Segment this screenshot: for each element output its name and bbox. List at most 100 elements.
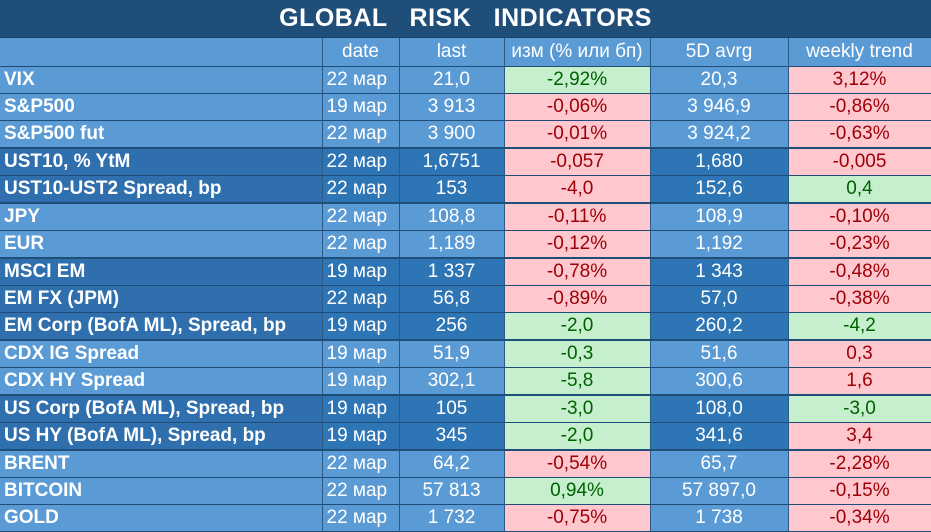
- last-value-cell[interactable]: 3 900: [399, 120, 505, 149]
- indicator-name-cell[interactable]: US Corp (BofA ML), Spread, bp: [0, 395, 323, 423]
- change-cell[interactable]: -3,0: [504, 395, 651, 423]
- indicator-name-cell[interactable]: CDX HY Spread: [0, 367, 323, 396]
- avg-5d-cell[interactable]: 108,9: [650, 203, 789, 231]
- change-cell[interactable]: -0,11%: [504, 203, 651, 231]
- avg-5d-cell[interactable]: 3 946,9: [650, 93, 789, 121]
- indicator-name-cell[interactable]: UST10, % YtM: [0, 148, 323, 176]
- weekly-trend-cell[interactable]: 3,12%: [788, 66, 931, 94]
- last-value-cell[interactable]: 1,6751: [399, 148, 505, 176]
- column-header-name[interactable]: [0, 38, 323, 67]
- change-cell[interactable]: -2,92%: [504, 66, 651, 94]
- change-cell[interactable]: -5,8: [504, 367, 651, 396]
- avg-5d-cell[interactable]: 1,192: [650, 230, 789, 259]
- date-cell[interactable]: 19 мар: [322, 312, 400, 341]
- date-cell[interactable]: 19 мар: [322, 93, 400, 121]
- date-cell[interactable]: 22 мар: [322, 230, 400, 259]
- change-cell[interactable]: -2,0: [504, 312, 651, 341]
- weekly-trend-cell[interactable]: -0,10%: [788, 203, 931, 231]
- avg-5d-cell[interactable]: 1 343: [650, 258, 789, 286]
- last-value-cell[interactable]: 1 337: [399, 258, 505, 286]
- date-cell[interactable]: 22 мар: [322, 203, 400, 231]
- avg-5d-cell[interactable]: 341,6: [650, 422, 789, 451]
- avg-5d-cell[interactable]: 108,0: [650, 395, 789, 423]
- weekly-trend-cell[interactable]: -0,34%: [788, 504, 931, 532]
- indicator-name-cell[interactable]: BITCOIN: [0, 477, 323, 505]
- column-header-weekly-trend[interactable]: weekly trend: [788, 38, 931, 67]
- avg-5d-cell[interactable]: 3 924,2: [650, 120, 789, 149]
- weekly-trend-cell[interactable]: 1,6: [788, 367, 931, 396]
- last-value-cell[interactable]: 105: [399, 395, 505, 423]
- date-cell[interactable]: 19 мар: [322, 258, 400, 286]
- last-value-cell[interactable]: 56,8: [399, 285, 505, 313]
- weekly-trend-cell[interactable]: 0,4: [788, 175, 931, 204]
- column-header-5d-avg[interactable]: 5D avrg: [650, 38, 789, 67]
- indicator-name-cell[interactable]: MSCI EM: [0, 258, 323, 286]
- change-cell[interactable]: 0,94%: [504, 477, 651, 505]
- change-cell[interactable]: -0,06%: [504, 93, 651, 121]
- date-cell[interactable]: 22 мар: [322, 148, 400, 176]
- last-value-cell[interactable]: 64,2: [399, 450, 505, 478]
- weekly-trend-cell[interactable]: -4,2: [788, 312, 931, 341]
- indicator-name-cell[interactable]: JPY: [0, 203, 323, 231]
- avg-5d-cell[interactable]: 51,6: [650, 340, 789, 368]
- change-cell[interactable]: -0,12%: [504, 230, 651, 259]
- change-cell[interactable]: -0,89%: [504, 285, 651, 313]
- weekly-trend-cell[interactable]: -0,38%: [788, 285, 931, 313]
- last-value-cell[interactable]: 21,0: [399, 66, 505, 94]
- change-cell[interactable]: -0,3: [504, 340, 651, 368]
- date-cell[interactable]: 22 мар: [322, 450, 400, 478]
- weekly-trend-cell[interactable]: -0,15%: [788, 477, 931, 505]
- indicator-name-cell[interactable]: CDX IG Spread: [0, 340, 323, 368]
- change-cell[interactable]: -0,75%: [504, 504, 651, 532]
- change-cell[interactable]: -0,057: [504, 148, 651, 176]
- date-cell[interactable]: 19 мар: [322, 340, 400, 368]
- last-value-cell[interactable]: 51,9: [399, 340, 505, 368]
- indicator-name-cell[interactable]: VIX: [0, 66, 323, 94]
- date-cell[interactable]: 22 мар: [322, 66, 400, 94]
- weekly-trend-cell[interactable]: -0,63%: [788, 120, 931, 149]
- date-cell[interactable]: 19 мар: [322, 422, 400, 451]
- avg-5d-cell[interactable]: 152,6: [650, 175, 789, 204]
- indicator-name-cell[interactable]: GOLD: [0, 504, 323, 532]
- column-header-date[interactable]: date: [322, 38, 400, 67]
- last-value-cell[interactable]: 3 913: [399, 93, 505, 121]
- change-cell[interactable]: -4,0: [504, 175, 651, 204]
- column-header-change[interactable]: изм (% или бп): [504, 38, 651, 67]
- change-cell[interactable]: -0,54%: [504, 450, 651, 478]
- weekly-trend-cell[interactable]: 3,4: [788, 422, 931, 451]
- date-cell[interactable]: 19 мар: [322, 395, 400, 423]
- last-value-cell[interactable]: 1,189: [399, 230, 505, 259]
- weekly-trend-cell[interactable]: -0,23%: [788, 230, 931, 259]
- avg-5d-cell[interactable]: 300,6: [650, 367, 789, 396]
- avg-5d-cell[interactable]: 260,2: [650, 312, 789, 341]
- indicator-name-cell[interactable]: S&P500 fut: [0, 120, 323, 149]
- change-cell[interactable]: -2,0: [504, 422, 651, 451]
- weekly-trend-cell[interactable]: -0,86%: [788, 93, 931, 121]
- avg-5d-cell[interactable]: 20,3: [650, 66, 789, 94]
- indicator-name-cell[interactable]: S&P500: [0, 93, 323, 121]
- date-cell[interactable]: 22 мар: [322, 120, 400, 149]
- date-cell[interactable]: 19 мар: [322, 367, 400, 396]
- last-value-cell[interactable]: 256: [399, 312, 505, 341]
- date-cell[interactable]: 22 мар: [322, 175, 400, 204]
- weekly-trend-cell[interactable]: -3,0: [788, 395, 931, 423]
- indicator-name-cell[interactable]: EUR: [0, 230, 323, 259]
- last-value-cell[interactable]: 1 732: [399, 504, 505, 532]
- indicator-name-cell[interactable]: EM Corp (BofA ML), Spread, bp: [0, 312, 323, 341]
- avg-5d-cell[interactable]: 1,680: [650, 148, 789, 176]
- change-cell[interactable]: -0,01%: [504, 120, 651, 149]
- indicator-name-cell[interactable]: UST10-UST2 Spread, bp: [0, 175, 323, 204]
- indicator-name-cell[interactable]: US HY (BofA ML), Spread, bp: [0, 422, 323, 451]
- date-cell[interactable]: 22 мар: [322, 477, 400, 505]
- last-value-cell[interactable]: 345: [399, 422, 505, 451]
- indicator-name-cell[interactable]: EM FX (JPM): [0, 285, 323, 313]
- change-cell[interactable]: -0,78%: [504, 258, 651, 286]
- date-cell[interactable]: 22 мар: [322, 285, 400, 313]
- date-cell[interactable]: 22 мар: [322, 504, 400, 532]
- avg-5d-cell[interactable]: 57 897,0: [650, 477, 789, 505]
- weekly-trend-cell[interactable]: -0,005: [788, 148, 931, 176]
- last-value-cell[interactable]: 153: [399, 175, 505, 204]
- last-value-cell[interactable]: 57 813: [399, 477, 505, 505]
- weekly-trend-cell[interactable]: -2,28%: [788, 450, 931, 478]
- weekly-trend-cell[interactable]: -0,48%: [788, 258, 931, 286]
